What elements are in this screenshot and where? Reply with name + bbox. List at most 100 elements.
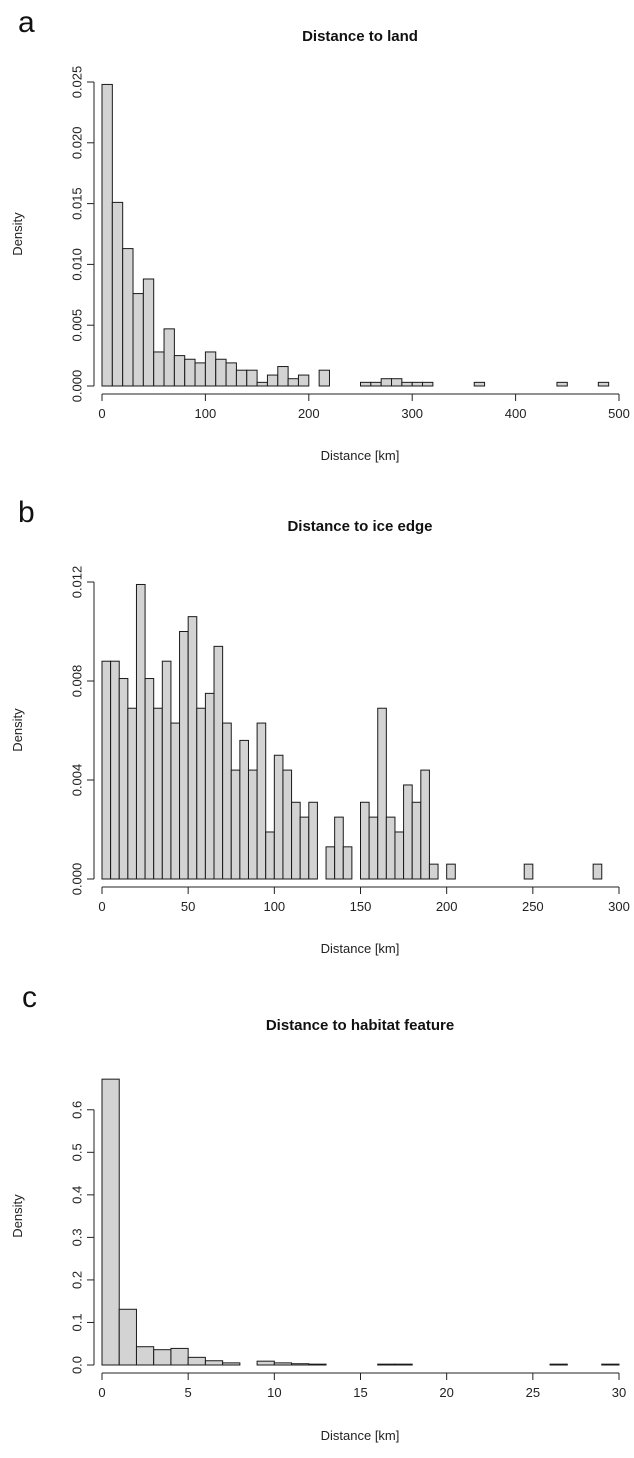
histogram-bar bbox=[196, 707, 206, 880]
x-tick-label: 100 bbox=[263, 899, 285, 914]
x-tick-label: 10 bbox=[267, 1385, 281, 1400]
histogram-bar bbox=[556, 381, 568, 387]
x-tick-label: 20 bbox=[439, 1385, 453, 1400]
histogram-bar bbox=[265, 831, 275, 880]
histogram-bar bbox=[204, 351, 217, 387]
chart-title: Distance to ice edge bbox=[287, 518, 432, 535]
x-axis: 0 5 10 15 20 25 30 bbox=[98, 1372, 626, 1400]
histogram-bar bbox=[110, 660, 120, 880]
histogram-bar bbox=[170, 1347, 189, 1366]
histogram-bar bbox=[225, 362, 237, 387]
histogram-bar bbox=[222, 722, 232, 880]
histogram-panel-a: a Distance to land 0 100 200 300 400 500 0.00… bbox=[0, 0, 634, 486]
histogram-bar bbox=[204, 1360, 224, 1366]
histogram-bar bbox=[273, 1362, 293, 1366]
x-axis-label: Distance [km] bbox=[321, 1428, 400, 1443]
histogram-bar bbox=[101, 83, 113, 387]
histogram-bar bbox=[239, 739, 249, 880]
x-tick-label: 200 bbox=[436, 899, 458, 914]
x-tick-label: 300 bbox=[608, 899, 630, 914]
histogram-bar bbox=[215, 358, 227, 387]
y-tick-label: 0.3 bbox=[69, 1228, 84, 1246]
histogram-bar bbox=[161, 660, 172, 880]
histogram-bar bbox=[230, 769, 241, 880]
histogram-bar bbox=[403, 784, 413, 880]
x-tick-label: 100 bbox=[195, 406, 217, 421]
histogram-bar bbox=[194, 362, 206, 387]
y-axis-label: Density bbox=[10, 708, 25, 752]
y-tick-label: 0.4 bbox=[69, 1186, 84, 1204]
histogram-bar bbox=[325, 846, 336, 880]
histogram-panel-b: b Distance to ice edge 0 50 100 150 200 250 30… bbox=[0, 486, 634, 972]
histogram-bar bbox=[184, 358, 196, 387]
histogram-bar bbox=[179, 631, 189, 880]
y-axis: 0.000 0.004 0.008 0.012 bbox=[69, 566, 95, 896]
histogram-bar bbox=[235, 369, 248, 387]
histogram-bar bbox=[173, 355, 186, 387]
x-tick-label: 25 bbox=[526, 1385, 540, 1400]
panel-letter: c bbox=[22, 981, 37, 1014]
histogram-bar bbox=[118, 1308, 137, 1366]
y-tick-label: 0.005 bbox=[69, 309, 84, 342]
histogram-bar bbox=[420, 769, 430, 880]
y-axis-label: Density bbox=[10, 212, 25, 256]
histogram-bar bbox=[277, 366, 289, 387]
y-tick-label: 0.5 bbox=[69, 1143, 84, 1161]
histogram-bar bbox=[394, 831, 405, 880]
x-tick-label: 0 bbox=[98, 406, 105, 421]
histogram-bar bbox=[153, 1349, 172, 1366]
histogram-bar bbox=[163, 328, 175, 387]
histogram-bar bbox=[411, 381, 424, 387]
histogram-bar bbox=[256, 722, 267, 880]
histogram-panel-c: c Distance to habitat feature 0 5 10 15 20 25… bbox=[0, 972, 634, 1458]
x-axis-label: Distance [km] bbox=[321, 448, 400, 463]
histogram-bar bbox=[597, 381, 610, 387]
histogram-bar bbox=[246, 369, 258, 387]
y-tick-label: 0.000 bbox=[69, 370, 84, 403]
histogram-bar bbox=[592, 863, 603, 880]
x-tick-label: 30 bbox=[612, 1385, 626, 1400]
histogram-bar bbox=[204, 692, 215, 880]
x-tick-label: 300 bbox=[401, 406, 423, 421]
x-tick-label: 500 bbox=[608, 406, 630, 421]
histogram-bar bbox=[256, 381, 268, 387]
histogram-bar bbox=[342, 846, 353, 880]
histogram-b-svg: b Distance to ice edge 0 50 100 150 200 250 30… bbox=[10, 496, 630, 956]
y-tick-label: 0.1 bbox=[69, 1313, 84, 1331]
y-tick-label: 0.025 bbox=[69, 66, 84, 99]
y-tick-label: 0.0 bbox=[69, 1356, 84, 1374]
histogram-bar bbox=[394, 1363, 413, 1366]
histogram-bar bbox=[523, 863, 534, 880]
histogram-bar bbox=[360, 381, 372, 387]
chart-title: Distance to land bbox=[302, 28, 418, 45]
y-tick-label: 0.012 bbox=[69, 566, 84, 599]
y-tick-label: 0.020 bbox=[69, 127, 84, 160]
histogram-bar bbox=[273, 754, 284, 880]
chart-title: Distance to habitat feature bbox=[266, 1017, 454, 1034]
x-axis: 0 50 100 150 200 250 300 bbox=[98, 886, 630, 914]
histogram-bar bbox=[101, 660, 112, 880]
histogram-bar bbox=[549, 1363, 568, 1366]
histogram-bar bbox=[170, 722, 181, 880]
histogram-bar bbox=[122, 248, 134, 387]
histogram-bar bbox=[101, 1078, 120, 1366]
histogram-bar bbox=[380, 378, 393, 387]
x-axis: 0 100 200 300 400 500 bbox=[98, 393, 630, 421]
y-tick-label: 0.004 bbox=[69, 764, 84, 797]
histogram-bar bbox=[153, 707, 163, 880]
y-axis-label: Density bbox=[10, 1194, 25, 1238]
histogram-bar bbox=[132, 293, 144, 387]
histogram-bar bbox=[111, 201, 124, 387]
histogram-a-svg: a Distance to land 0 100 200 300 400 500 0.00… bbox=[10, 6, 630, 463]
histogram-bar bbox=[291, 1363, 310, 1366]
x-tick-label: 250 bbox=[522, 899, 544, 914]
histogram-bar bbox=[377, 707, 387, 880]
histogram-bar bbox=[473, 381, 486, 387]
panel-letter: b bbox=[18, 496, 35, 529]
x-tick-label: 150 bbox=[350, 899, 372, 914]
histogram-bar bbox=[385, 816, 396, 880]
histogram-bar bbox=[187, 616, 198, 880]
y-tick-label: 0.000 bbox=[69, 863, 84, 896]
histogram-bar bbox=[213, 645, 224, 880]
histogram-bar bbox=[153, 351, 165, 387]
